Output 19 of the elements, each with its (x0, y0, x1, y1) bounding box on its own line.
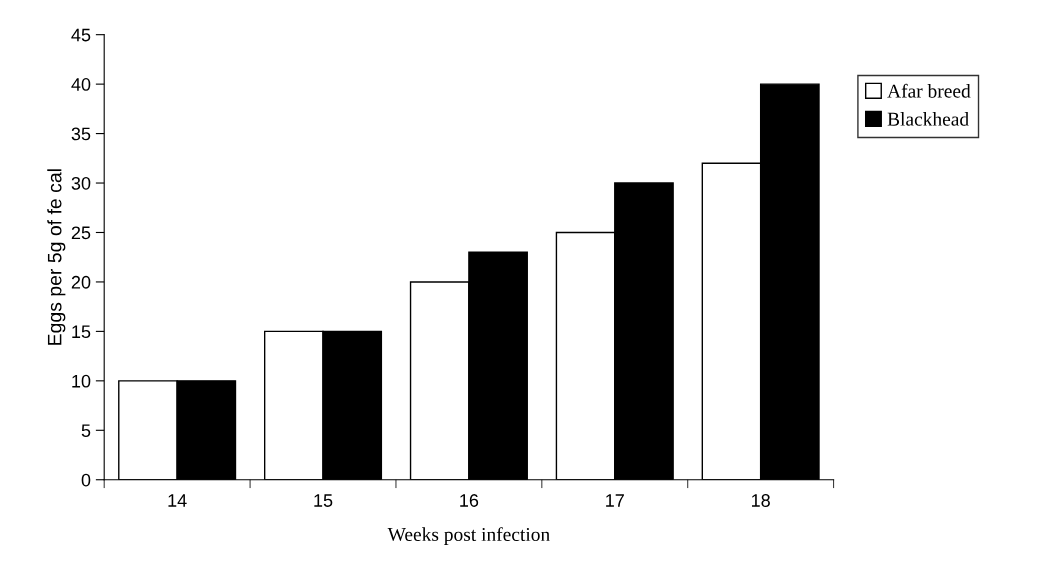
y-tick-label: 5 (81, 424, 91, 438)
x-tick-label: 14 (168, 494, 187, 507)
legend-label: Blackhead (887, 112, 969, 126)
y-tick-label: 30 (71, 176, 91, 190)
legend-label: Afar breed (887, 83, 971, 98)
x-tick-label: 16 (460, 494, 479, 507)
y-tick-label: 40 (71, 78, 91, 91)
x-tick-label: 15 (314, 494, 333, 507)
x-tick-label: 18 (752, 494, 770, 507)
y-tick-label: 20 (71, 275, 91, 289)
y-tick-label: 45 (71, 28, 91, 42)
y-axis-title: Eggs per 5g of fe cal (47, 169, 66, 345)
x-tick-label: 17 (606, 494, 624, 507)
x-axis-title: Weeks post infection (387, 527, 550, 545)
y-tick-label: 10 (72, 374, 91, 388)
y-tick-label: 25 (71, 226, 91, 240)
y-tick-label: 35 (71, 127, 91, 141)
y-tick-label: 15 (72, 325, 91, 339)
y-tick-label: 0 (81, 473, 91, 487)
